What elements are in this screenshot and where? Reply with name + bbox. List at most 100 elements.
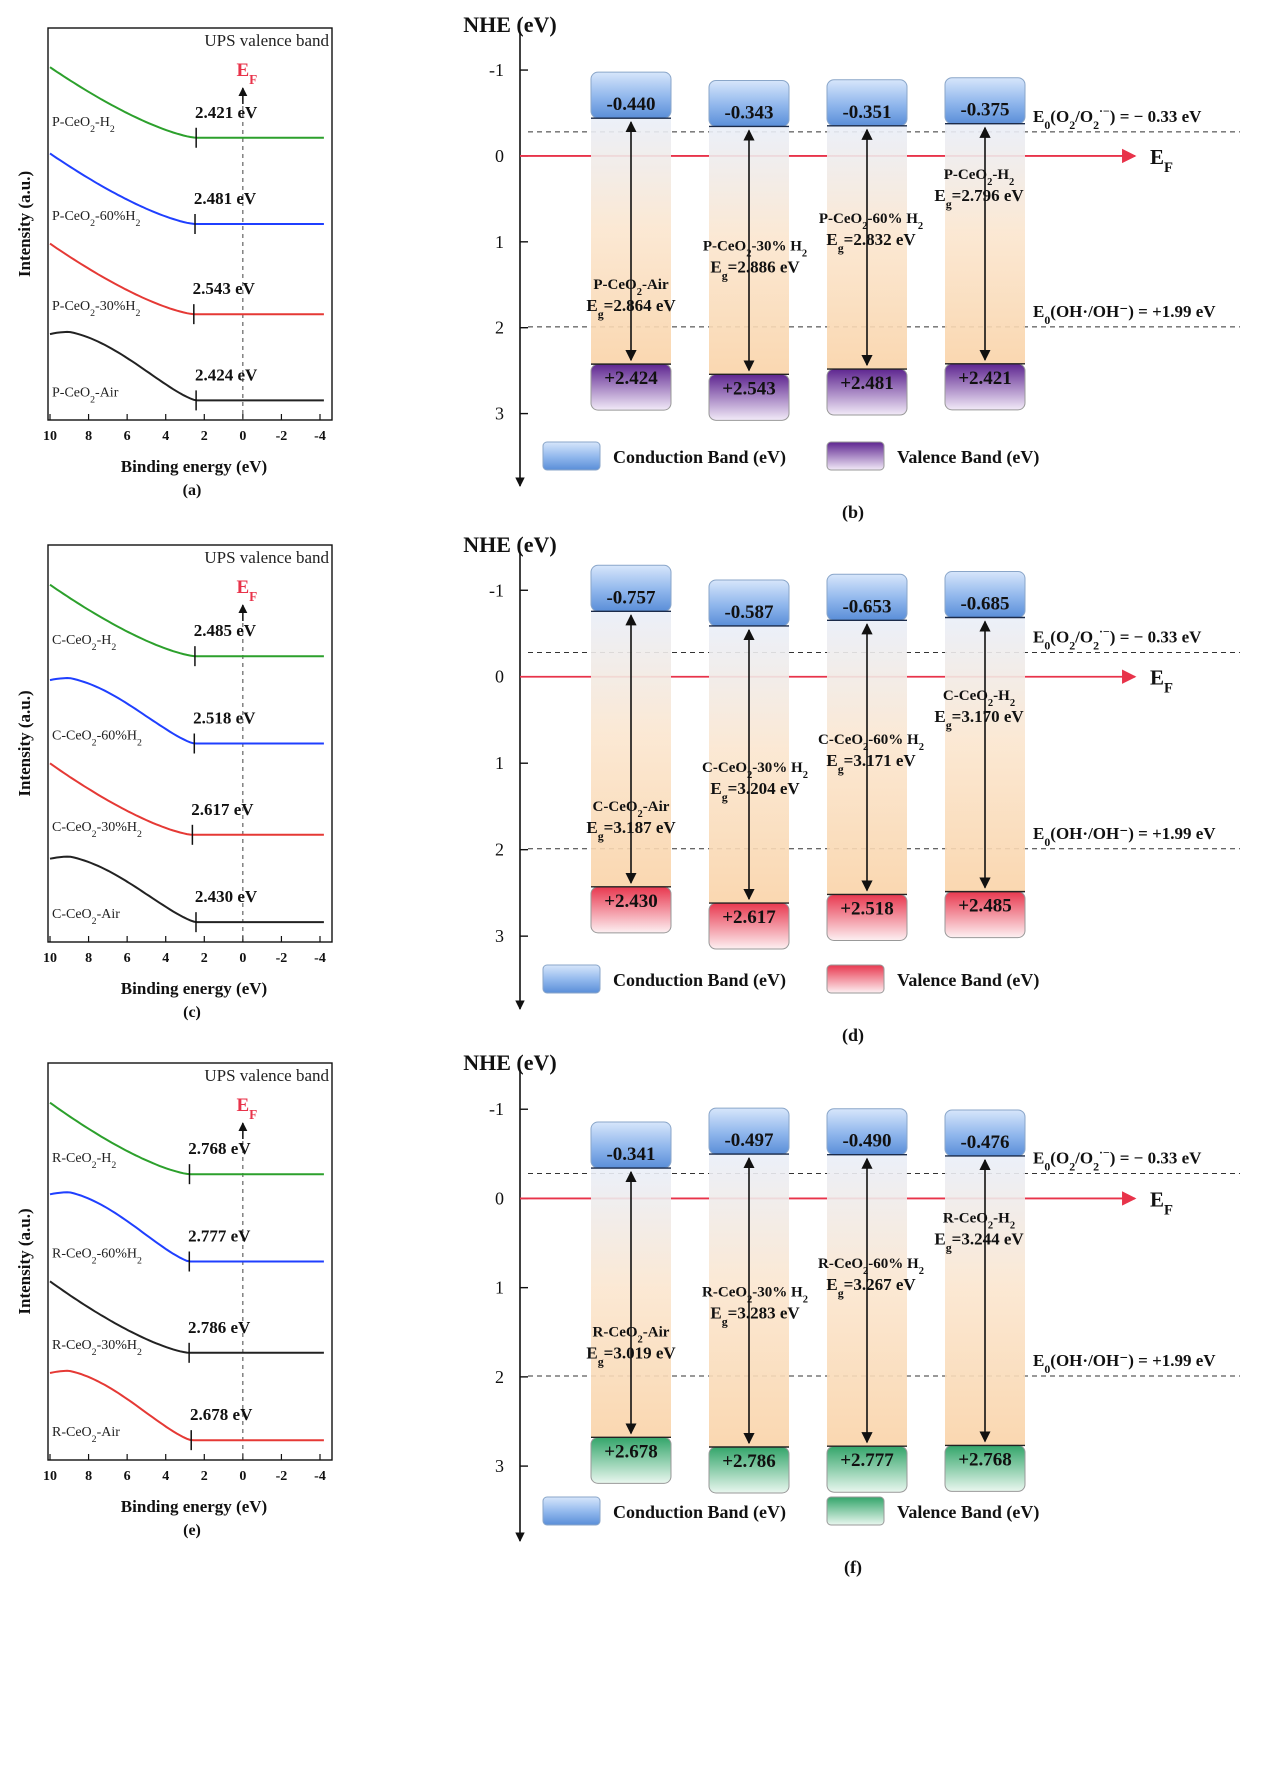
band-gap-label: Eg=3.204 eV	[710, 779, 800, 804]
ups-xlabel: Binding energy (eV)	[121, 457, 267, 476]
band-panel-1: NHE (eV) -1 0 1 2 3 EF E0(O2/O2·−) = − 0.33 eV E…	[463, 532, 1240, 1046]
sample-label: R-CeO2-H2	[52, 1151, 116, 1171]
ups-xtick-label: 6	[124, 429, 131, 444]
legend-cb-swatch	[542, 441, 601, 471]
legend-vb-swatch	[826, 441, 885, 471]
panel-label: (a)	[183, 482, 202, 499]
vb-value: +2.543	[722, 378, 776, 399]
legend-vb-label: Valence Band (eV)	[897, 970, 1039, 991]
ups-xtick-label: 0	[239, 1469, 246, 1484]
onset-label: 2.481 eV	[194, 189, 257, 208]
onset-label: 2.678 eV	[190, 1405, 253, 1424]
vb-value: +2.421	[958, 368, 1012, 389]
sample-label: C-CeO2-H2	[943, 688, 1015, 709]
ups-xtick-label: 10	[43, 1469, 57, 1484]
band-gap-label: Eg=3.267 eV	[826, 1275, 916, 1300]
sample-label: P-CeO2-H2	[52, 115, 115, 135]
oh-ref-label: E0(OH·/OH⁻) = +1.99 eV	[1033, 302, 1216, 327]
nhe-tick-label: 2	[495, 1367, 504, 1387]
nhe-tick-label: 1	[495, 1278, 504, 1298]
onset-label: 2.518 eV	[193, 709, 256, 728]
ups-panel-2: UPS valence band 10 8 6 4 2 0 -2 -4 Binding energ…	[15, 1062, 333, 1539]
cb-value: -0.490	[842, 1131, 891, 1152]
onset-label: 2.617 eV	[191, 800, 254, 819]
ups-ylabel: Intensity (a.u.)	[15, 690, 34, 796]
cb-value: -0.375	[960, 100, 1009, 121]
band-panel-0: NHE (eV) -1 0 1 2 3 EF E0(O2/O2·−) = − 0.33 eV E…	[463, 12, 1240, 523]
fermi-label: EF	[1150, 1187, 1173, 1218]
legend-cb-label: Conduction Band (eV)	[613, 447, 786, 468]
cb-value: -0.685	[960, 594, 1009, 615]
vb-value: +2.786	[722, 1451, 776, 1472]
nhe-tick-label: 2	[495, 840, 504, 860]
panel-label: (d)	[842, 1025, 864, 1046]
ups-frame	[47, 27, 333, 421]
band-gap-label: Eg=2.886 eV	[710, 257, 800, 282]
sample-label: R-CeO2-30%H2	[52, 1338, 142, 1358]
nhe-label: NHE (eV)	[463, 1050, 556, 1075]
nhe-label: NHE (eV)	[463, 532, 556, 557]
oh-ref-label: E0(OH·/OH⁻) = +1.99 eV	[1033, 824, 1216, 849]
nhe-tick-label: 3	[495, 1456, 504, 1476]
sample-label: P-CeO2-60%H2	[52, 209, 140, 229]
sample-label: P-CeO2-60% H2	[819, 211, 923, 232]
ups-frame	[47, 1062, 333, 1461]
ups-xtick-label: -4	[314, 429, 326, 444]
ups-xtick-label: 2	[201, 951, 208, 966]
vb-value: +2.768	[958, 1449, 1012, 1470]
sample-label: R-CeO2-Air	[593, 1325, 670, 1346]
o2-ref-label: E0(O2/O2·−) = − 0.33 eV	[1033, 625, 1202, 653]
nhe-label: NHE (eV)	[463, 12, 556, 37]
nhe-tick-label: 1	[495, 753, 504, 773]
nhe-tick-label: 0	[495, 1188, 504, 1208]
cb-value: -0.587	[724, 602, 774, 623]
sample-label: C-CeO2-H2	[52, 633, 116, 653]
cb-value: -0.440	[606, 94, 655, 115]
ups-xtick-label: 6	[124, 1469, 131, 1484]
cb-value: -0.476	[960, 1132, 1009, 1153]
ups-xtick-label: 2	[201, 429, 208, 444]
o2-ref-label: E0(O2/O2·−) = − 0.33 eV	[1033, 104, 1202, 132]
ups-ylabel: Intensity (a.u.)	[15, 1208, 34, 1314]
onset-label: 2.786 eV	[188, 1318, 251, 1337]
ups-xtick-label: 10	[43, 429, 57, 444]
cb-value: -0.351	[842, 102, 891, 123]
vb-value: +2.481	[840, 373, 894, 394]
onset-label: 2.421 eV	[195, 103, 258, 122]
nhe-tick-label: 1	[495, 232, 504, 252]
ups-title: UPS valence band	[204, 548, 329, 567]
ups-xtick-label: -4	[314, 951, 326, 966]
cb-value: -0.343	[724, 102, 773, 123]
sample-label: R-CeO2-30% H2	[702, 1285, 808, 1306]
vb-value: +2.617	[722, 907, 776, 928]
ups-curve	[49, 1191, 324, 1263]
ups-xtick-label: 0	[239, 951, 246, 966]
cb-value: -0.653	[842, 596, 891, 617]
ups-xtick-label: 4	[162, 1469, 169, 1484]
ups-curve	[49, 676, 324, 745]
ups-curve	[49, 242, 324, 316]
ups-xtick-label: 0	[239, 429, 246, 444]
sample-label: C-CeO2-Air	[52, 907, 120, 927]
sample-label: R-CeO2-60%H2	[52, 1247, 142, 1267]
ups-curve	[49, 762, 324, 836]
sample-label: P-CeO2-Air	[593, 277, 669, 298]
vb-value: +2.424	[604, 368, 658, 389]
band-gap-label: Eg=3.170 eV	[934, 707, 1024, 732]
panel-label: (b)	[842, 502, 864, 523]
fermi-label: EF	[236, 1095, 257, 1122]
vb-value: +2.430	[604, 891, 658, 912]
band-gap-label: Eg=2.864 eV	[586, 296, 676, 321]
onset-label: 2.543 eV	[193, 279, 256, 298]
ups-xlabel: Binding energy (eV)	[121, 979, 267, 998]
band-gap-label: Eg=3.171 eV	[826, 751, 916, 776]
vb-value: +2.485	[958, 896, 1012, 917]
o2-ref-label: E0(O2/O2·−) = − 0.33 eV	[1033, 1145, 1202, 1173]
ups-panel-1: UPS valence band 10 8 6 4 2 0 -2 -4 Binding energ…	[15, 544, 333, 1021]
band-gap-label: Eg=3.244 eV	[934, 1230, 1024, 1255]
nhe-tick-label: -1	[489, 1099, 504, 1119]
ups-curve	[49, 1369, 324, 1442]
legend-cb-label: Conduction Band (eV)	[613, 970, 786, 991]
ups-xlabel: Binding energy (eV)	[121, 1497, 267, 1516]
band-gap-label: Eg=2.832 eV	[826, 230, 916, 255]
